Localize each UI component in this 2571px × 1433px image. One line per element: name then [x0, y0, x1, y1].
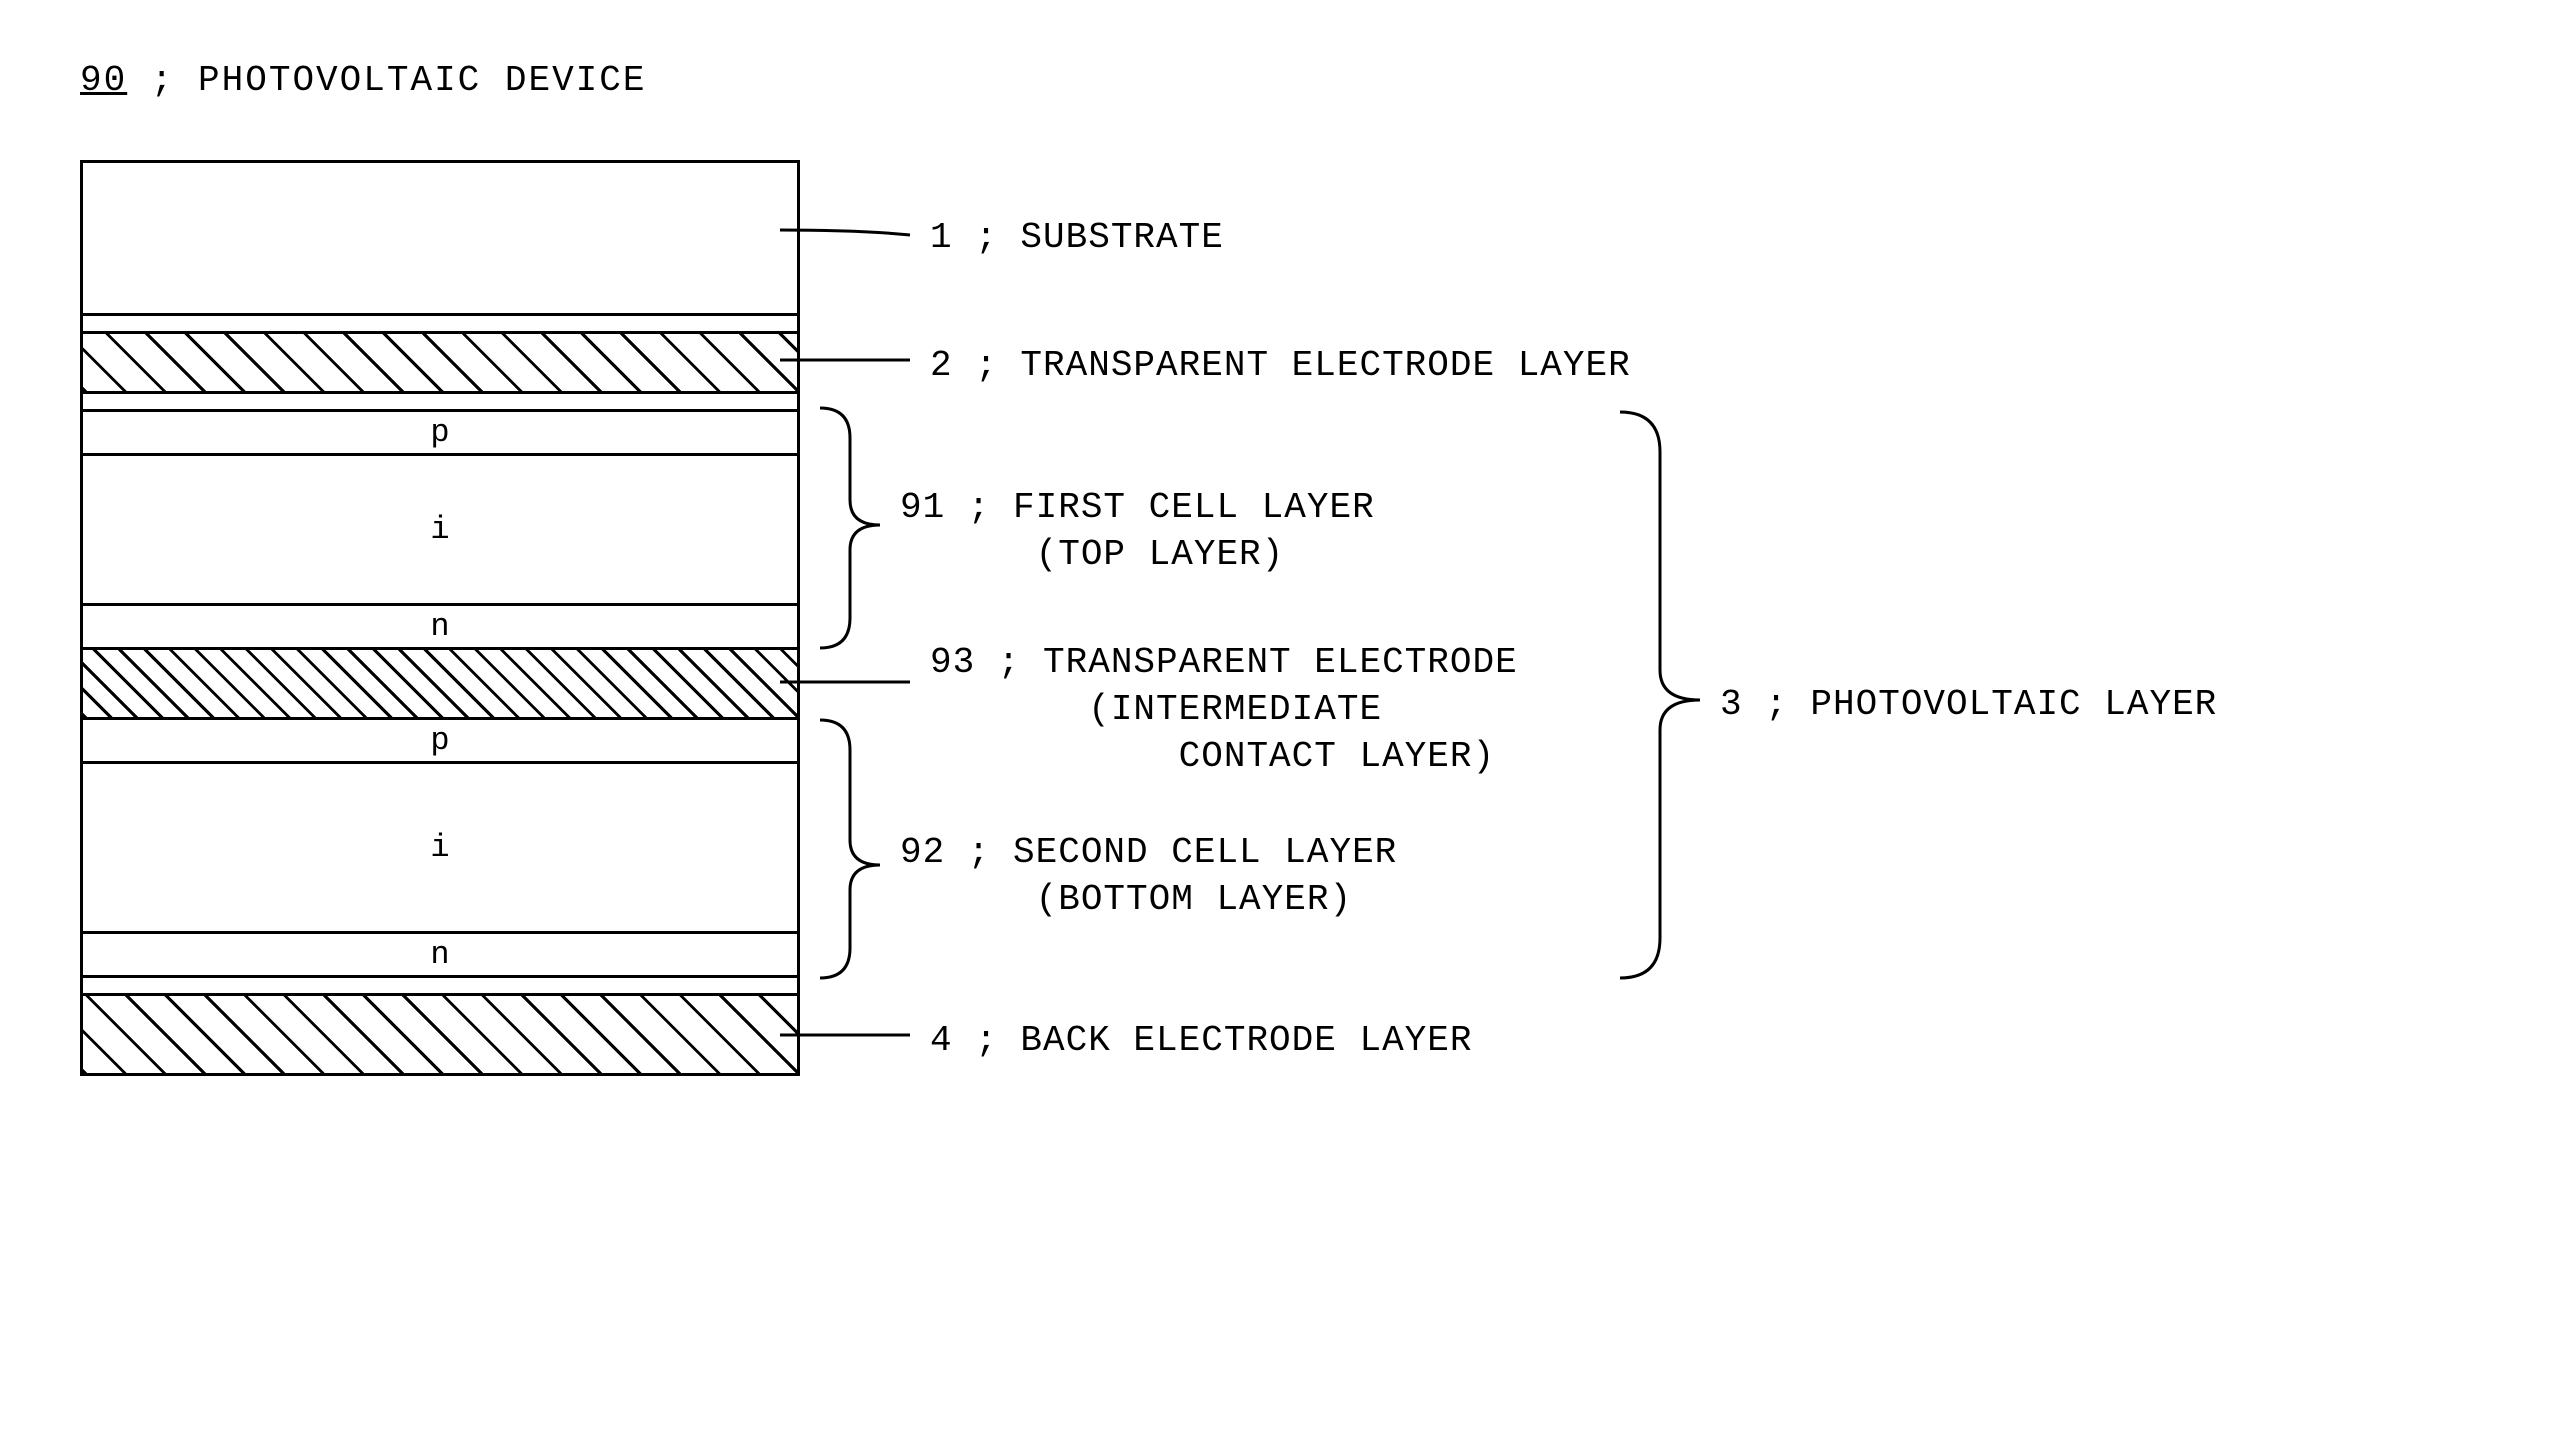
label-first-cell: 91 ; FIRST CELL LAYER (TOP LAYER) [900, 485, 1375, 579]
layer-gap [83, 391, 797, 409]
layer-p1: p [83, 409, 797, 453]
label-substrate: 1 ; SUBSTRATE [930, 215, 1224, 262]
layer-letter: n [430, 936, 449, 973]
layer-stack: p i n p i n [80, 160, 800, 1076]
layer-i1: i [83, 453, 797, 603]
layer-letter: i [430, 511, 449, 548]
layer-i2: i [83, 761, 797, 931]
layer-letter: p [430, 414, 449, 451]
layer-substrate [83, 163, 797, 313]
layer-back-electrode [83, 993, 797, 1073]
layer-gap [83, 975, 797, 993]
layer-transparent-electrode [83, 331, 797, 391]
label-back-electrode: 4 ; BACK ELECTRODE LAYER [930, 1018, 1472, 1065]
layer-gap [83, 313, 797, 331]
title-number: 90 [80, 60, 127, 101]
diagram-title: 90 ; PHOTOVOLTAIC DEVICE [80, 60, 647, 101]
layer-n1: n [83, 603, 797, 647]
label-transparent-electrode: 2 ; TRANSPARENT ELECTRODE LAYER [930, 343, 1631, 390]
layer-letter: n [430, 608, 449, 645]
title-text: ; PHOTOVOLTAIC DEVICE [127, 60, 646, 101]
diagram-container: 90 ; PHOTOVOLTAIC DEVICE p i n p i n 1 ;… [60, 60, 2460, 1360]
layer-intermediate [83, 647, 797, 717]
layer-p2: p [83, 717, 797, 761]
label-second-cell: 92 ; SECOND CELL LAYER (BOTTOM LAYER) [900, 830, 1397, 924]
layer-n2: n [83, 931, 797, 975]
label-photovoltaic-layer: 3 ; PHOTOVOLTAIC LAYER [1720, 682, 2217, 729]
label-intermediate: 93 ; TRANSPARENT ELECTRODE (INTERMEDIATE… [930, 640, 1518, 780]
layer-letter: p [430, 722, 449, 759]
layer-letter: i [430, 829, 449, 866]
